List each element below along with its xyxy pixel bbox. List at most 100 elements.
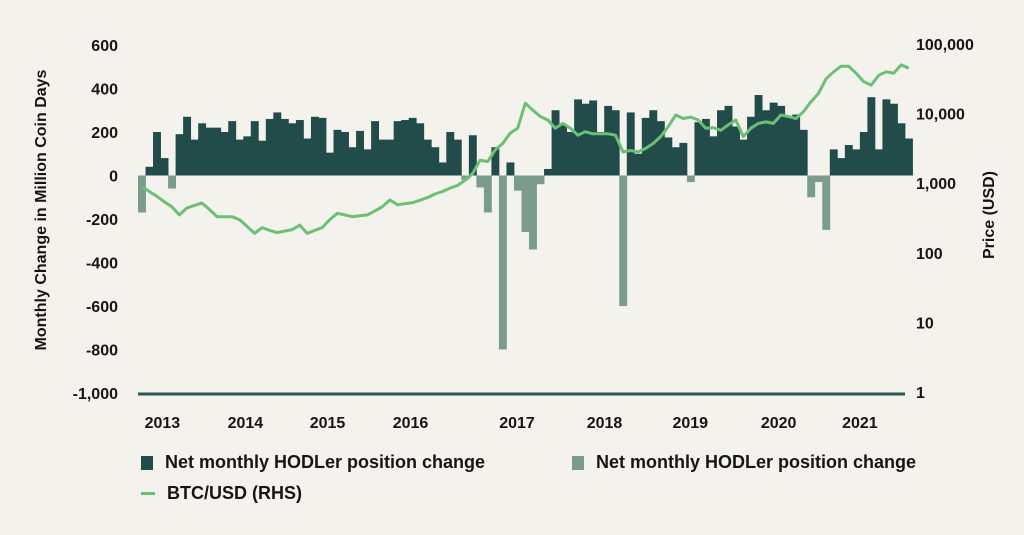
hodl-bar-positive bbox=[664, 137, 673, 176]
x-tick-label: 2013 bbox=[145, 415, 181, 432]
hodl-bar-positive bbox=[754, 95, 763, 176]
hodl-bar-positive bbox=[784, 116, 793, 176]
hodl-bar-positive bbox=[799, 129, 808, 176]
legend-swatch-dark bbox=[141, 455, 153, 470]
legend-swatch-light bbox=[572, 455, 584, 470]
hodl-bar-positive bbox=[243, 136, 252, 176]
hodl-bar-positive bbox=[175, 134, 184, 176]
hodl-bar-negative bbox=[822, 175, 831, 230]
hodl-bar-negative bbox=[476, 175, 485, 188]
hodl-bar-positive bbox=[581, 103, 590, 176]
hodl-bar-positive bbox=[656, 121, 665, 176]
hodl-bar-positive bbox=[566, 132, 575, 176]
hodl-bar-positive bbox=[333, 129, 342, 176]
hodl-bar-positive bbox=[671, 147, 680, 176]
y-tick-label: 0 bbox=[109, 169, 118, 186]
hodl-bar-negative bbox=[529, 175, 537, 250]
y-tick-label: -400 bbox=[86, 256, 118, 273]
x-tick-label: 2017 bbox=[499, 415, 535, 432]
hodl-bar-positive bbox=[747, 116, 756, 176]
legend-label: BTC/USD (RHS) bbox=[167, 483, 302, 503]
y2-tick-label: 100 bbox=[916, 246, 943, 263]
hodl-bar-positive bbox=[694, 122, 703, 176]
legend-label: Net monthly HODLer position change bbox=[165, 452, 486, 472]
hodl-bar-positive bbox=[701, 118, 710, 176]
hodl-bar-positive bbox=[867, 97, 876, 176]
x-tick-label: 2014 bbox=[228, 415, 264, 432]
legend-line-green bbox=[141, 492, 155, 495]
hodl-bar-negative bbox=[483, 175, 492, 213]
hodl-bar-positive bbox=[160, 158, 169, 176]
hodl-bar-positive bbox=[852, 149, 861, 176]
hodl-bar-positive bbox=[153, 132, 161, 176]
y-tick-label: -200 bbox=[86, 212, 118, 229]
hodl-bar-positive bbox=[220, 132, 229, 176]
hodl-bar-positive bbox=[882, 99, 891, 176]
y-tick-label: 200 bbox=[91, 125, 118, 142]
hodl-bar-negative bbox=[168, 175, 176, 189]
hodl-bar-positive bbox=[544, 168, 552, 176]
hodl-bar-positive bbox=[273, 112, 282, 176]
hodl-bar-positive bbox=[604, 105, 613, 176]
y-tick-label: 400 bbox=[91, 82, 118, 99]
y-tick-label: -1,000 bbox=[73, 386, 118, 403]
hodl-bar-positive bbox=[325, 152, 334, 176]
hodl-bar-positive bbox=[250, 121, 259, 176]
x-tick-label: 2016 bbox=[393, 415, 429, 432]
hodl-bar-negative bbox=[521, 175, 530, 233]
hodl-bar-negative bbox=[536, 175, 545, 185]
hodl-bar-positive bbox=[438, 162, 447, 176]
hodl-bar-positive bbox=[378, 139, 387, 176]
hodl-bar-positive bbox=[198, 123, 207, 176]
hodl-bar-positive bbox=[423, 139, 432, 176]
hodl-bar-positive bbox=[889, 103, 898, 176]
hodl-bars bbox=[138, 95, 913, 350]
hodl-bar-positive bbox=[777, 105, 786, 176]
hodl-bar-positive bbox=[393, 121, 402, 176]
hodl-bar-negative bbox=[814, 175, 823, 183]
hodl-bar-positive bbox=[905, 138, 913, 176]
hodl-bar-positive bbox=[295, 120, 304, 176]
y2-tick-label: 1 bbox=[916, 385, 925, 402]
y-tick-label: -800 bbox=[86, 343, 118, 360]
hodl-bar-positive bbox=[762, 110, 771, 176]
hodl-bar-positive bbox=[859, 132, 868, 176]
hodl-bar-positive bbox=[288, 123, 297, 176]
hodl-bar-positive bbox=[611, 110, 620, 176]
hodl-bar-positive bbox=[844, 145, 853, 176]
y2-tick-label: 100,000 bbox=[916, 37, 974, 54]
hodl-bar-negative bbox=[807, 175, 816, 198]
hodl-bar-positive bbox=[596, 132, 605, 176]
hodl-bar-positive bbox=[386, 139, 395, 176]
hodl-bar-positive bbox=[183, 116, 192, 176]
y2-tick-label: 1,000 bbox=[916, 176, 956, 193]
hodl-bar-positive bbox=[732, 126, 740, 176]
hodl-bar-positive bbox=[874, 149, 883, 176]
hodl-bar-positive bbox=[228, 121, 237, 176]
legend-item-positive: Net monthly HODLer position change bbox=[141, 452, 485, 473]
hodl-bar-positive bbox=[205, 127, 214, 176]
hodl-bar-positive bbox=[446, 132, 455, 176]
hodl-bar-positive bbox=[371, 121, 380, 176]
hodl-bar-positive bbox=[280, 118, 289, 176]
legend-label: Net monthly HODLer position change bbox=[596, 452, 917, 472]
hodl-bar-positive bbox=[829, 149, 838, 176]
hodl-bar-negative bbox=[138, 175, 146, 213]
hodl-bar-positive bbox=[491, 147, 500, 176]
x-tick-label: 2019 bbox=[672, 415, 708, 432]
hodl-bar-positive bbox=[341, 132, 349, 176]
hodl-bar-positive bbox=[310, 116, 319, 176]
x-tick-label: 2018 bbox=[587, 415, 623, 432]
hodl-bar-positive bbox=[235, 139, 244, 176]
hodl-bar-positive bbox=[634, 153, 643, 176]
legend-item-negative: Net monthly HODLer position change bbox=[572, 452, 916, 473]
hodl-bar-positive bbox=[506, 162, 515, 176]
hodl-bar-negative bbox=[513, 175, 522, 191]
hodl-bar-positive bbox=[401, 120, 410, 176]
hodl-bar-positive bbox=[792, 114, 801, 176]
hodl-bar-positive bbox=[265, 118, 274, 176]
hodl-bar-positive bbox=[318, 117, 327, 176]
hodl-bar-positive bbox=[363, 149, 372, 176]
y-tick-label: 600 bbox=[91, 38, 118, 55]
